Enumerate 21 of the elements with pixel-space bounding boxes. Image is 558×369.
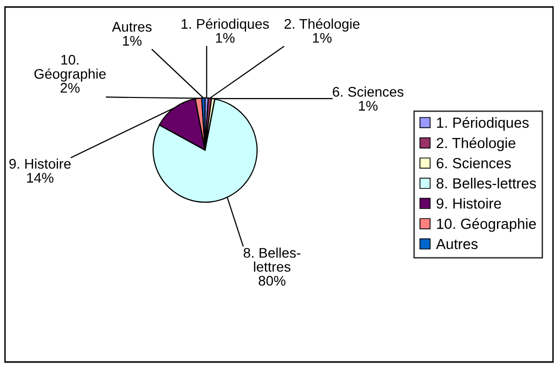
legend-label: 8. Belles-lettres (436, 178, 536, 188)
data-label: 1% (359, 100, 378, 111)
slice-label: 1. Périodiques (182, 18, 269, 32)
slice-label: 9. Histoire (9, 158, 71, 169)
slice-label: Autres (112, 22, 152, 32)
data-label: 80% (258, 276, 286, 286)
legend-label: 1. Périodiques (437, 116, 529, 131)
slice-label: 10. Géographie (34, 54, 106, 82)
data-label: 1% (313, 33, 332, 43)
data-label: 1% (216, 33, 235, 43)
legend-label: 10. Géographie (437, 218, 536, 232)
slice-label: 8. Belles-lettres (244, 248, 300, 272)
legend-label: 9. Histoire (436, 198, 501, 209)
data-label: 2% (60, 82, 80, 93)
slice-label: 6. Sciences (332, 86, 404, 97)
data-label: 1% (123, 36, 142, 46)
legend-label: Autres (436, 238, 478, 250)
slice-label: 2. Théologie (284, 18, 360, 32)
legend-label: 6. Sciences (436, 158, 511, 168)
legend-label: 2. Théologie (436, 137, 516, 152)
data-label: 14% (27, 172, 54, 183)
